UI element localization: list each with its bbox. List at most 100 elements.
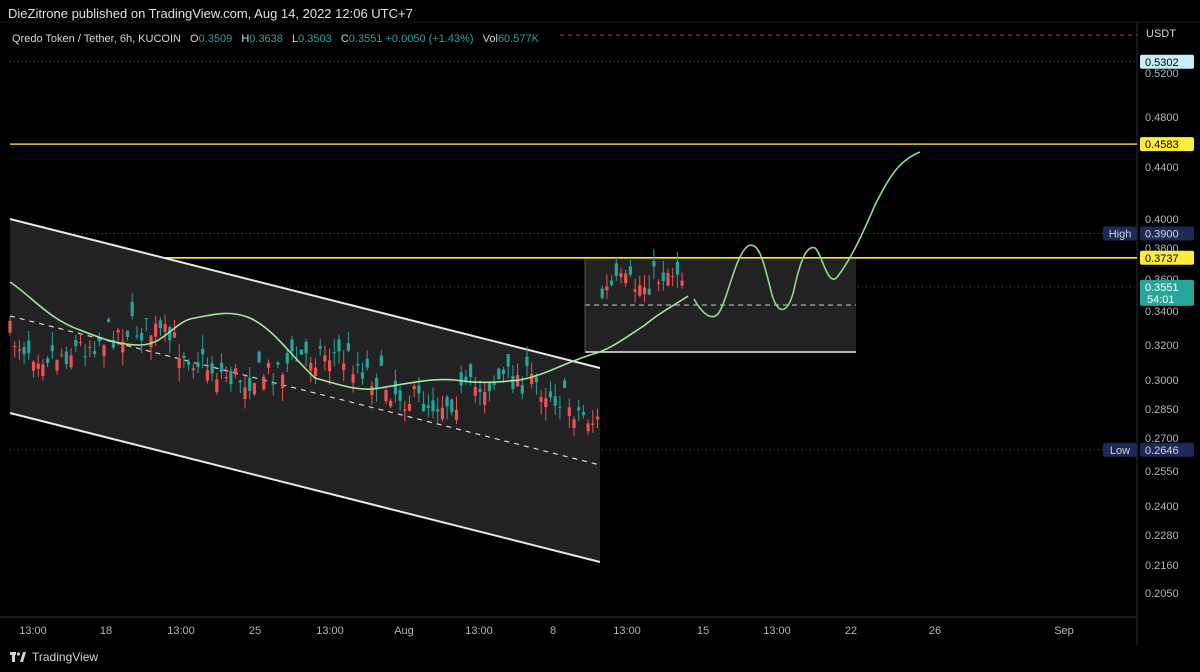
candle-body xyxy=(375,377,379,389)
candle-body xyxy=(191,368,195,370)
y-tick-label: 0.2850 xyxy=(1145,404,1179,416)
candle-body xyxy=(332,352,336,354)
change-value: +0.0050 (+1.43%) xyxy=(385,33,474,45)
volume-label: Vol xyxy=(482,33,498,45)
candle-body xyxy=(144,318,148,320)
price-label-text: 0.2646 xyxy=(1145,445,1179,457)
candle-body xyxy=(520,385,524,394)
candle-body xyxy=(262,376,266,390)
candle-body xyxy=(281,374,285,389)
price-label-box xyxy=(1140,226,1194,241)
x-tick-label: 22 xyxy=(845,625,857,637)
candle-body xyxy=(628,266,632,275)
candle-body xyxy=(360,372,365,379)
candle-body xyxy=(403,409,407,411)
price-label-box xyxy=(1140,279,1194,306)
candle-body xyxy=(27,340,31,354)
candle-body xyxy=(544,398,548,408)
symbol-title: Qredo Token / Tether, 6h, KUCOIN xyxy=(12,33,181,45)
candle-body xyxy=(595,416,600,420)
candle-body xyxy=(671,276,675,278)
x-tick-label: Aug xyxy=(394,625,414,637)
price-label-box xyxy=(1140,250,1194,265)
channel-mid-line xyxy=(9,315,601,466)
y-tick-label: 0.3000 xyxy=(1145,375,1179,387)
candle-body xyxy=(93,351,97,354)
candle-body xyxy=(356,363,360,366)
candle-body xyxy=(219,362,224,372)
candle-body xyxy=(422,403,426,412)
candle-body xyxy=(271,382,275,385)
candle-body xyxy=(266,362,271,368)
candle-body xyxy=(553,396,557,406)
channel-upper-line xyxy=(9,218,601,369)
x-tick-label: Sep xyxy=(1054,625,1074,637)
candle-body xyxy=(252,383,256,395)
countdown-label: 54:01 xyxy=(1147,294,1175,306)
tradingview-logo-icon xyxy=(10,651,26,662)
candle-body xyxy=(285,353,289,364)
tradingview-brand[interactable]: TradingView xyxy=(10,650,98,664)
candle-body xyxy=(680,280,684,286)
candle-body xyxy=(78,342,83,344)
candle-body xyxy=(74,340,78,347)
candle-body xyxy=(600,288,604,299)
candle-body xyxy=(238,380,242,383)
moving-average-line xyxy=(9,281,689,390)
candle-body xyxy=(605,286,609,291)
candle-body xyxy=(652,261,656,267)
volume-value: 60.577K xyxy=(497,33,539,45)
candle-body xyxy=(116,329,120,333)
candle-body xyxy=(55,360,59,371)
candle-body xyxy=(365,358,369,368)
candle-body xyxy=(393,380,397,395)
low-label: L xyxy=(291,33,299,45)
candle-body xyxy=(572,419,576,429)
candle-body xyxy=(290,339,294,352)
candle-body xyxy=(567,407,571,417)
candle-body xyxy=(243,387,247,399)
candle-body xyxy=(299,349,303,355)
x-tick-label: 13:00 xyxy=(167,625,195,637)
candle-body xyxy=(591,423,595,425)
y-tick-label: 0.3400 xyxy=(1145,306,1179,318)
candle-body xyxy=(234,368,238,375)
candle-body xyxy=(125,330,130,337)
x-tick-label: 18 xyxy=(100,625,112,637)
candle-body xyxy=(534,376,538,383)
candle-body xyxy=(41,364,45,376)
candle-body xyxy=(436,409,440,412)
candle-body xyxy=(506,354,510,367)
candle-body xyxy=(525,356,529,366)
x-tick-label: 13:00 xyxy=(613,625,641,637)
time-axis[interactable]: 13:00 18 13:00 25 13:00 Aug 13:00 8 13:00 15 13:00… xyxy=(19,625,1074,637)
x-tick-label: 13:00 xyxy=(763,625,791,637)
price-axis[interactable]: 0.5200 0.4800 0.4400 0.4000 0.3800 0.3600 0.34… xyxy=(1145,68,1179,600)
candle-body xyxy=(323,355,327,362)
candle-body xyxy=(398,390,402,401)
candle-body xyxy=(224,377,228,379)
symbol-legend: Qredo Token / Tether, 6h, KUCOIN O0.3509… xyxy=(12,33,539,45)
candle-body xyxy=(210,363,214,374)
candle-body xyxy=(36,363,40,369)
candle-body xyxy=(638,285,642,296)
candle-body xyxy=(172,332,177,338)
y-tick-label: 0.2280 xyxy=(1145,530,1179,542)
candle-body xyxy=(342,363,346,371)
x-tick-label: 26 xyxy=(929,625,941,637)
y-tick-label: 0.2160 xyxy=(1145,560,1179,572)
candle-body xyxy=(60,354,64,356)
candle-body xyxy=(539,397,543,403)
candle-body xyxy=(257,351,261,363)
candle-body xyxy=(614,263,618,276)
candle-body xyxy=(168,327,172,341)
candle-body xyxy=(563,380,567,388)
candle-body xyxy=(13,345,17,347)
price-label-text: 0.3900 xyxy=(1145,229,1179,241)
publisher-line: DieZitrone published on TradingView.com,… xyxy=(8,6,413,21)
candle-body xyxy=(642,287,647,295)
y-tick-label: 0.2050 xyxy=(1145,588,1179,600)
candle-body xyxy=(417,385,421,394)
candle-body xyxy=(450,399,454,412)
